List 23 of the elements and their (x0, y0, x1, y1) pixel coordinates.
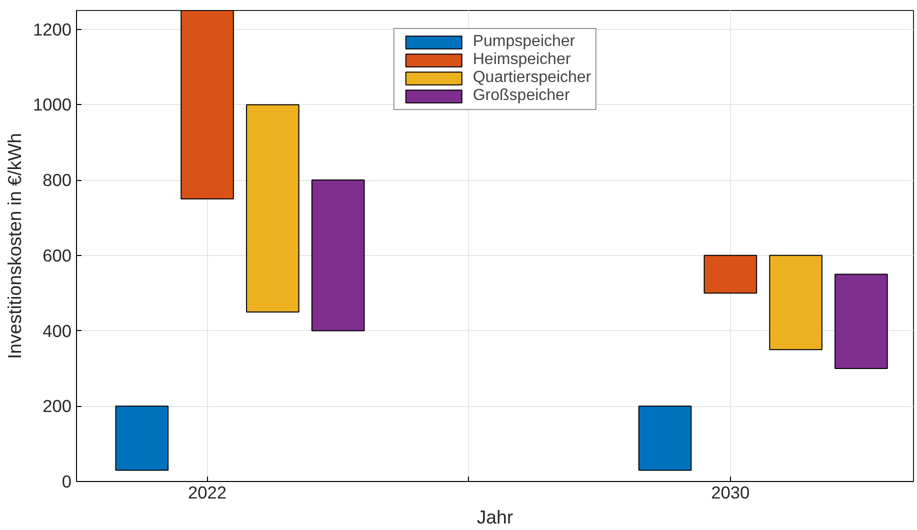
bar (311, 180, 365, 332)
legend-label: Großspeicher (472, 87, 570, 105)
y-tick-label: 800 (42, 170, 72, 190)
bar (769, 254, 822, 350)
y-tick-label: 0 (62, 472, 72, 492)
legend-label: Pumpspeicher (472, 33, 576, 51)
x-tick-label: 2030 (711, 482, 750, 502)
y-tick-label: 400 (42, 320, 72, 341)
y-axis-title: Investitionskosten in €/kWh (4, 132, 25, 360)
legend-label: Quartierspeicher (472, 69, 592, 87)
y-tick-label: 1000 (32, 94, 72, 115)
y-tick-label: 1200 (32, 19, 72, 40)
y-tick-label: 200 (42, 396, 72, 416)
bar (115, 406, 169, 471)
legend-label: Heimspeicher (472, 51, 571, 69)
x-tick-label: 2022 (188, 482, 227, 502)
y-tick-label: 600 (42, 245, 72, 266)
bar (638, 406, 692, 471)
bar (834, 274, 888, 369)
x-axis-title: Jahr (476, 506, 514, 528)
bar (180, 10, 234, 200)
bar (704, 254, 758, 294)
bar (246, 104, 300, 312)
